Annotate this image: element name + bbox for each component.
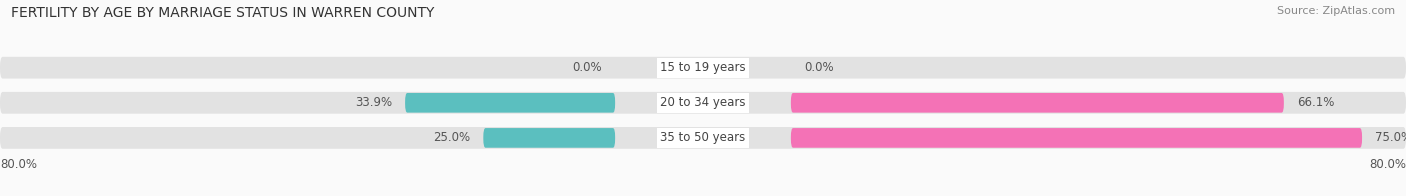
Text: 75.0%: 75.0% (1375, 131, 1406, 144)
Text: 35 to 50 years: 35 to 50 years (661, 131, 745, 144)
FancyBboxPatch shape (790, 128, 1362, 148)
Text: 20 to 34 years: 20 to 34 years (661, 96, 745, 109)
FancyBboxPatch shape (405, 93, 616, 113)
FancyBboxPatch shape (0, 127, 1406, 149)
FancyBboxPatch shape (484, 128, 616, 148)
Text: 33.9%: 33.9% (354, 96, 392, 109)
FancyBboxPatch shape (0, 57, 1406, 79)
Text: 25.0%: 25.0% (433, 131, 470, 144)
Text: 0.0%: 0.0% (572, 61, 602, 74)
Text: Source: ZipAtlas.com: Source: ZipAtlas.com (1277, 6, 1395, 16)
Text: 0.0%: 0.0% (804, 61, 834, 74)
FancyBboxPatch shape (0, 92, 1406, 114)
Text: 15 to 19 years: 15 to 19 years (661, 61, 745, 74)
Text: 80.0%: 80.0% (1369, 158, 1406, 171)
Text: 66.1%: 66.1% (1296, 96, 1334, 109)
Text: FERTILITY BY AGE BY MARRIAGE STATUS IN WARREN COUNTY: FERTILITY BY AGE BY MARRIAGE STATUS IN W… (11, 6, 434, 20)
FancyBboxPatch shape (790, 93, 1284, 113)
Text: 80.0%: 80.0% (0, 158, 37, 171)
